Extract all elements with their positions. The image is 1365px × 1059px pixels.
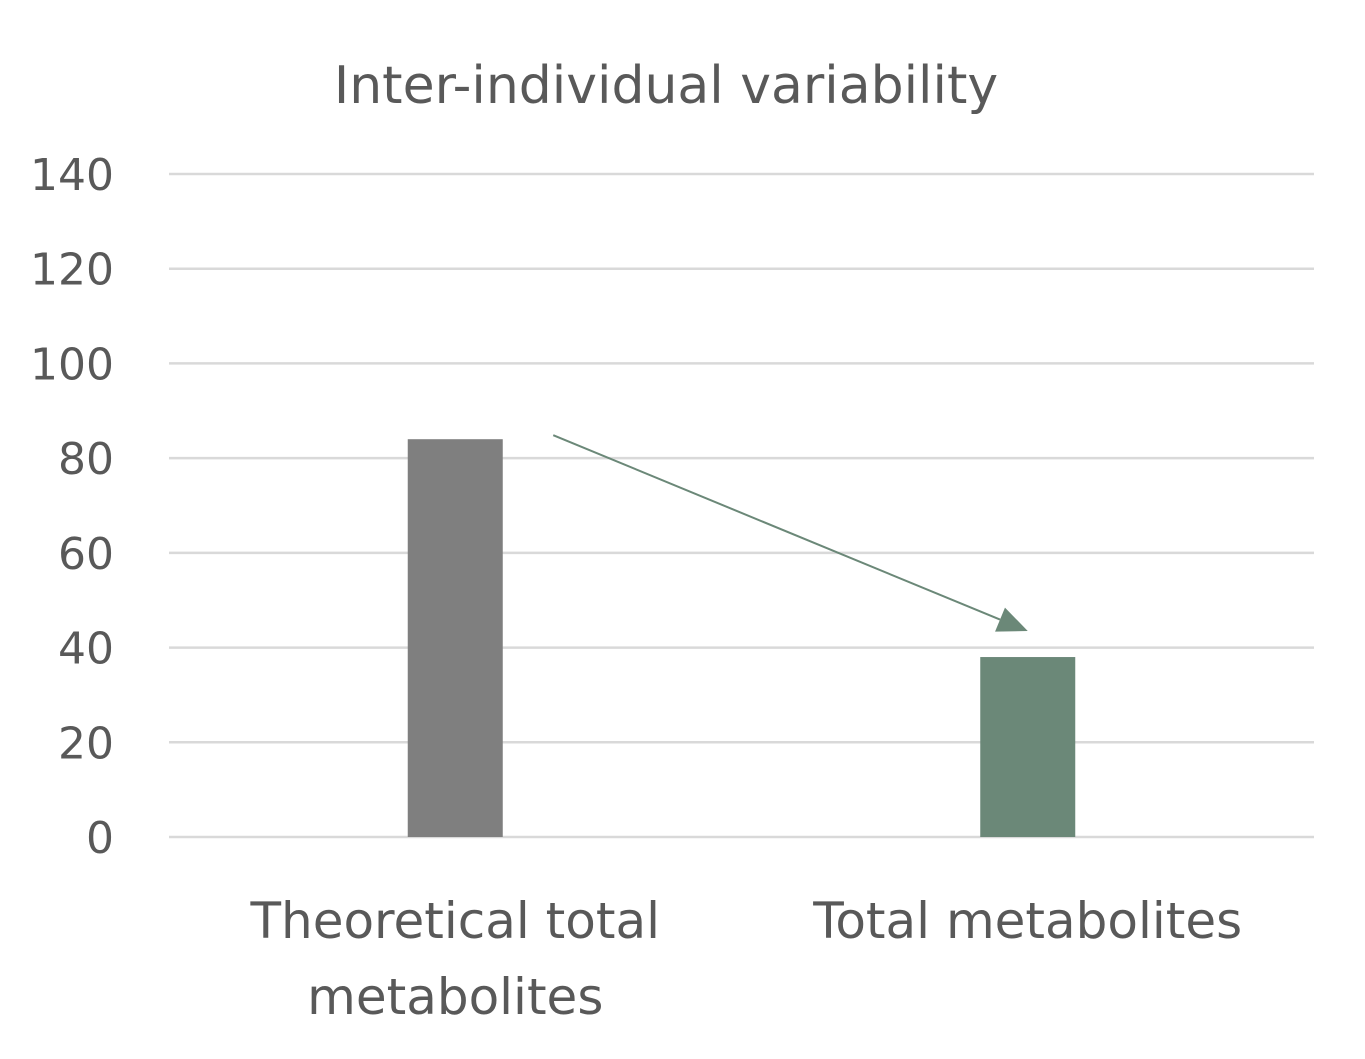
x-axis-labels: Theoretical total metabolites Total metabo… — [249, 892, 1242, 1026]
bar-2 — [980, 657, 1076, 837]
x-category-label: metabolites — [307, 968, 603, 1026]
gridlines — [169, 172, 1314, 839]
x-category-label: Theoretical total — [249, 892, 660, 950]
y-tick-label: 80 — [58, 434, 114, 485]
y-tick-label: 140 — [30, 150, 114, 201]
arrow-head — [995, 607, 1028, 632]
chart-title: Inter-individual variability — [334, 56, 998, 116]
x-category-label: Total metabolites — [812, 892, 1242, 950]
arrow-line — [552, 434, 1001, 621]
bar-1 — [407, 439, 503, 837]
y-tick-label: 120 — [30, 245, 114, 296]
y-tick-label: 60 — [58, 529, 114, 580]
bars — [407, 439, 1076, 837]
y-axis-ticks: 0 20 40 60 80 100 120 140 — [30, 150, 114, 864]
y-tick-label: 20 — [58, 718, 114, 769]
y-tick-label: 40 — [58, 624, 114, 675]
annotations — [552, 434, 1028, 632]
y-tick-label: 0 — [86, 813, 114, 864]
y-tick-label: 100 — [30, 339, 114, 390]
